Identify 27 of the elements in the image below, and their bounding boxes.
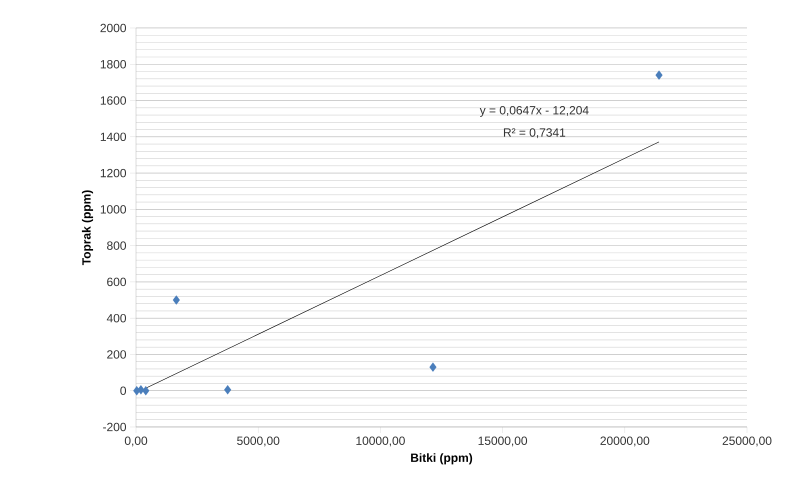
x-tick-label: 10000,00 xyxy=(356,436,405,446)
point xyxy=(172,295,180,305)
x-tick-label: 25000,00 xyxy=(722,436,772,446)
point xyxy=(142,386,150,396)
y-tick-label: 600 xyxy=(107,278,126,286)
point xyxy=(224,385,232,395)
point xyxy=(655,70,663,80)
y-tick-label: 800 xyxy=(107,241,126,250)
y-tick-label: 200 xyxy=(107,350,126,359)
y-tick-label: 1800 xyxy=(100,60,126,68)
y-tick-label: 1400 xyxy=(100,132,126,142)
x-tick-label: 15000,00 xyxy=(478,436,528,446)
x-tick-label: 5000,00 xyxy=(237,436,280,446)
x-axis-title: Bitki (ppm) xyxy=(411,453,472,464)
y-tick-label: 2000 xyxy=(100,24,126,32)
x-tick-label: 0,00 xyxy=(124,436,148,446)
annotation: R² = 0,7341 xyxy=(504,128,566,138)
y-axis-title: Toprak (ppm) xyxy=(82,190,94,266)
y-tick-label: 1600 xyxy=(100,96,126,105)
annotation: y = 0,0647x - 12,204 xyxy=(480,106,589,117)
y-tick-label: 0 xyxy=(120,386,126,395)
y-tick-label: -200 xyxy=(103,422,126,432)
y-tick-label: 400 xyxy=(106,314,126,322)
y-tick-label: 1000 xyxy=(100,205,126,214)
y-tick-label: 1200 xyxy=(100,168,126,178)
x-tick-label: 20000,00 xyxy=(600,436,650,446)
point xyxy=(429,362,437,372)
